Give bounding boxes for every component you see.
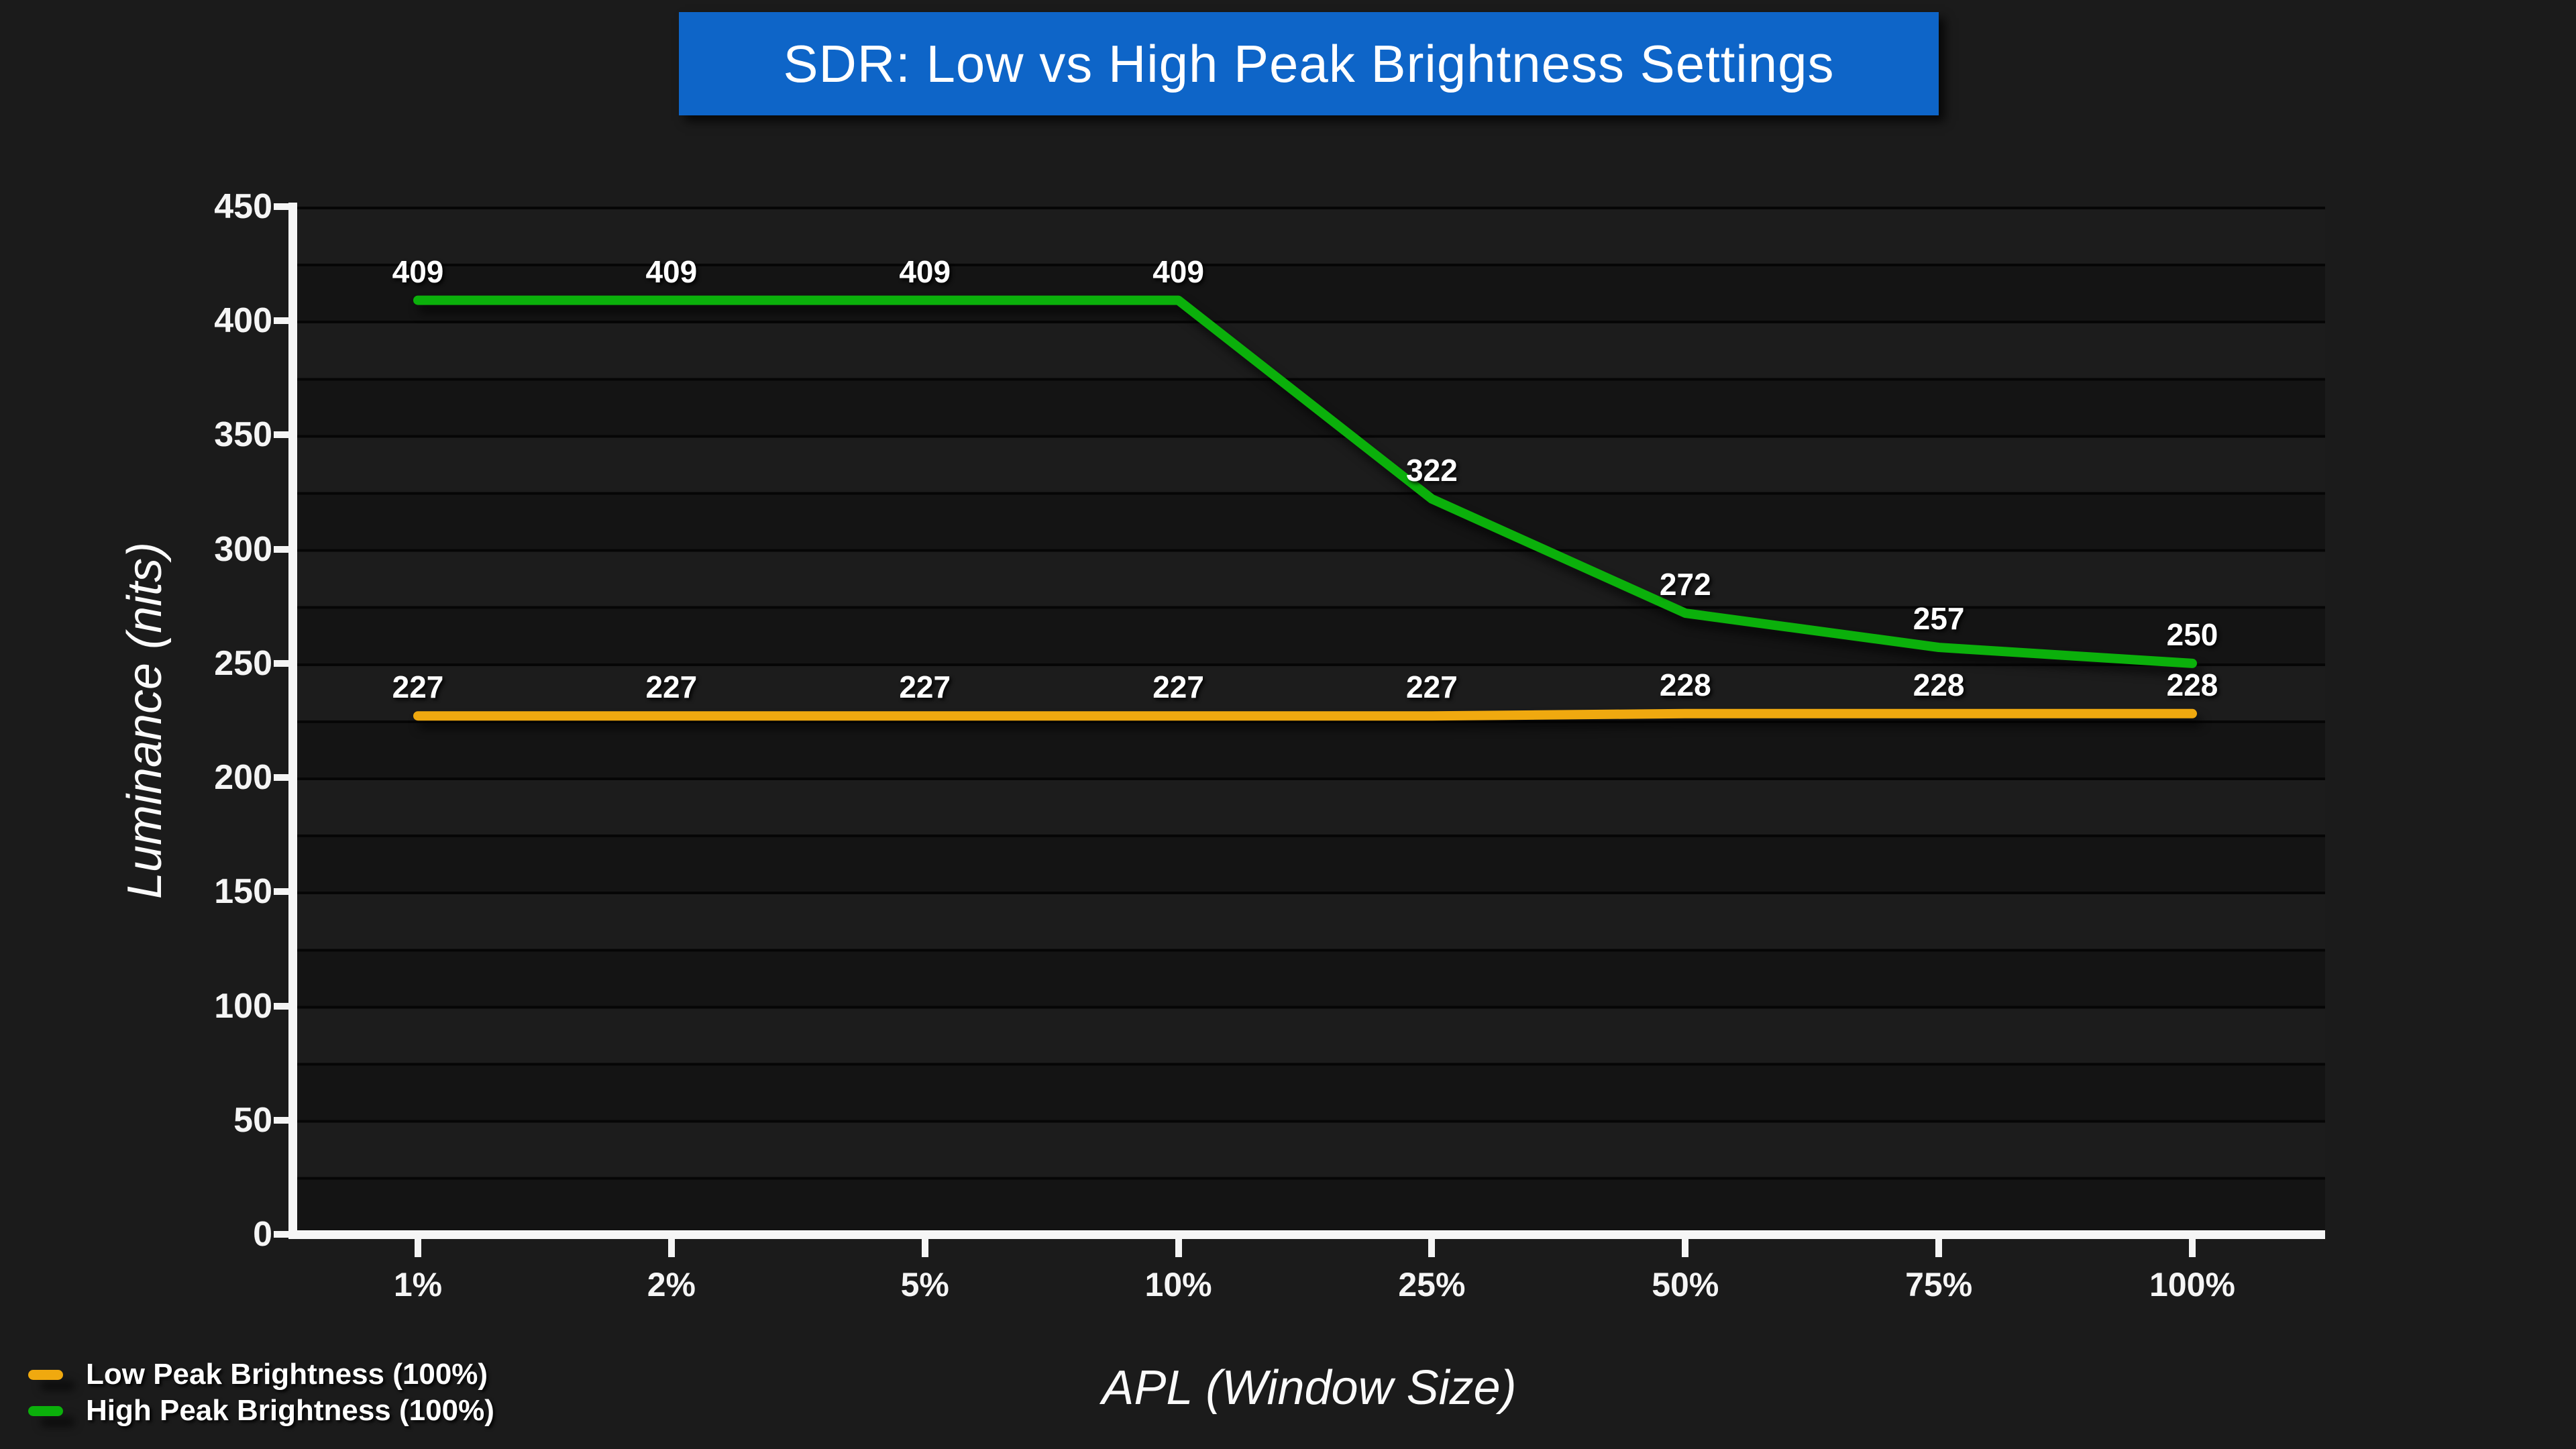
x-tick-mark	[1682, 1239, 1689, 1257]
data-label: 409	[645, 254, 698, 289]
chart-title-box: SDR: Low vs High Peak Brightness Setting…	[679, 12, 1939, 115]
x-tick-label: 100%	[2149, 1266, 2235, 1303]
legend-swatch-low	[28, 1369, 63, 1380]
data-label: 227	[645, 669, 698, 705]
data-label: 227	[1406, 669, 1458, 705]
y-tick-mark	[274, 431, 288, 439]
y-tick-label: 250	[214, 643, 272, 683]
x-tick-mark	[415, 1239, 421, 1257]
y-tick-mark	[274, 317, 288, 325]
x-tick-label: 1%	[393, 1266, 443, 1303]
data-label: 228	[2166, 667, 2218, 702]
data-label: 228	[1913, 667, 1965, 702]
y-tick-label: 350	[214, 415, 272, 455]
legend-label-high: High Peak Brightness (100%)	[86, 1394, 494, 1427]
y-tick-label: 50	[233, 1100, 272, 1140]
x-tick-label: 50%	[1652, 1266, 1719, 1303]
x-tick-mark	[921, 1239, 928, 1257]
data-label: 272	[1659, 567, 1711, 602]
y-tick-label: 450	[214, 187, 272, 227]
x-tick-mark	[1175, 1239, 1182, 1257]
y-tick-label: 400	[214, 301, 272, 341]
y-tick-mark	[274, 203, 288, 211]
legend-label-low: Low Peak Brightness (100%)	[86, 1358, 488, 1391]
y-axis-title: Luminance (nits)	[118, 541, 172, 900]
x-tick-mark	[1935, 1239, 1943, 1257]
y-tick-mark	[274, 545, 288, 553]
y-tick-mark	[274, 1002, 288, 1010]
x-tick-label: 10%	[1144, 1266, 1212, 1303]
legend-swatch-high	[28, 1405, 63, 1416]
x-axis-line	[288, 1230, 2325, 1239]
y-tick-label: 0	[253, 1215, 272, 1254]
x-tick-label: 75%	[1905, 1266, 1973, 1303]
x-axis-title: APL (Window Size)	[1102, 1361, 1517, 1415]
y-tick-label: 200	[214, 758, 272, 798]
x-tick-label: 2%	[647, 1266, 696, 1303]
x-tick-mark	[2188, 1239, 2196, 1257]
data-label: 257	[1913, 601, 1965, 637]
x-tick-label: 25%	[1398, 1266, 1466, 1303]
legend-item-high: High Peak Brightness (100%)	[28, 1393, 494, 1429]
data-label: 227	[392, 669, 444, 705]
data-label: 227	[899, 669, 951, 705]
data-label: 409	[1152, 254, 1204, 289]
x-tick-mark	[667, 1239, 675, 1257]
chart-title: SDR: Low vs High Peak Brightness Setting…	[783, 34, 1835, 93]
data-label: 250	[2166, 616, 2218, 652]
data-label: 409	[392, 254, 444, 289]
series-line-low	[413, 708, 2197, 721]
y-tick-mark	[274, 774, 288, 782]
legend: Low Peak Brightness (100%) High Peak Bri…	[28, 1356, 494, 1429]
y-tick-mark	[274, 659, 288, 667]
y-tick-label: 100	[214, 986, 272, 1026]
data-label: 227	[1152, 669, 1204, 705]
x-tick-mark	[1428, 1239, 1436, 1257]
y-tick-mark	[274, 1116, 288, 1124]
legend-item-low: Low Peak Brightness (100%)	[28, 1356, 494, 1393]
y-tick-mark	[274, 1231, 288, 1238]
series-line-high	[413, 295, 2197, 668]
y-tick-label: 300	[214, 529, 272, 569]
data-label: 322	[1406, 452, 1458, 488]
x-tick-label: 5%	[900, 1266, 949, 1303]
y-tick-label: 150	[214, 872, 272, 912]
data-label: 409	[899, 254, 951, 289]
y-tick-mark	[274, 888, 288, 896]
data-label: 228	[1659, 667, 1711, 702]
y-axis-line	[288, 203, 297, 1239]
